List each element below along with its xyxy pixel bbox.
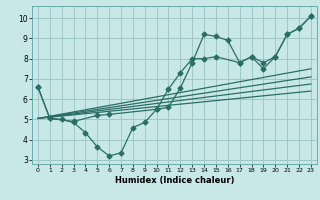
X-axis label: Humidex (Indice chaleur): Humidex (Indice chaleur) <box>115 176 234 185</box>
